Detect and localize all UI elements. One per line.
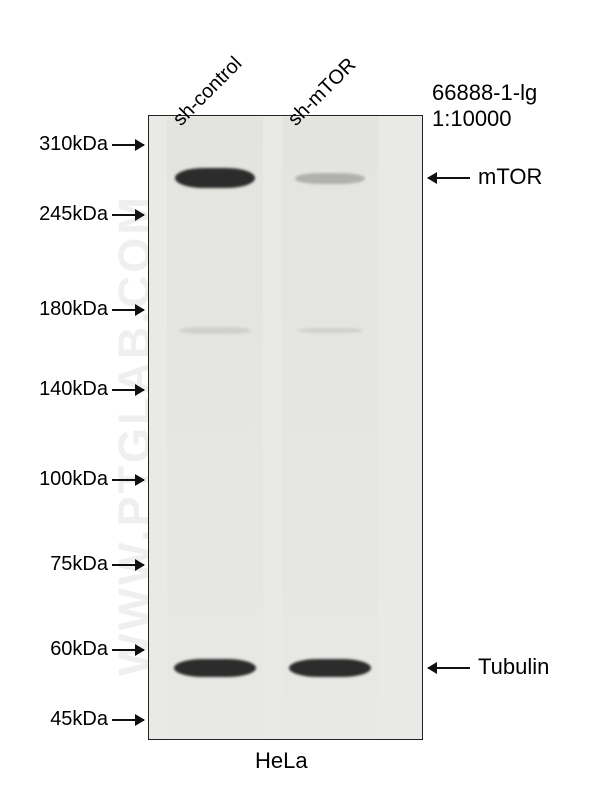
molecular-weight-label: 45kDa <box>0 708 108 731</box>
western-blot-band <box>298 328 363 333</box>
molecular-weight-label: 60kDa <box>0 638 108 661</box>
ladder-arrow-icon <box>112 649 144 651</box>
band-label: mTOR <box>478 164 542 190</box>
ladder-arrow-icon <box>112 479 144 481</box>
band-pointer-arrow-icon <box>428 177 470 179</box>
antibody-info: 66888-1-lg 1:10000 <box>432 80 537 133</box>
lane-texture <box>167 117 263 738</box>
ladder-arrow-icon <box>112 389 144 391</box>
western-blot-band <box>174 659 256 677</box>
ladder-arrow-icon <box>112 719 144 721</box>
molecular-weight-label: 100kDa <box>0 468 108 491</box>
antibody-cat-number: 66888-1-lg <box>432 80 537 106</box>
ladder-arrow-icon <box>112 214 144 216</box>
molecular-weight-label: 245kDa <box>0 203 108 226</box>
western-blot-band <box>179 327 251 334</box>
antibody-dilution: 1:10000 <box>432 106 537 132</box>
molecular-weight-label: 140kDa <box>0 378 108 401</box>
figure-container: WWW.PTGLAB.COM sh-controlsh-mTOR 66888-1… <box>0 0 600 800</box>
western-blot-band <box>289 659 371 677</box>
western-blot-band <box>295 173 365 184</box>
ladder-arrow-icon <box>112 309 144 311</box>
band-pointer-arrow-icon <box>428 667 470 669</box>
ladder-arrow-icon <box>112 564 144 566</box>
band-label: Tubulin <box>478 654 549 680</box>
lane-texture <box>282 117 378 738</box>
molecular-weight-label: 180kDa <box>0 298 108 321</box>
molecular-weight-label: 310kDa <box>0 133 108 156</box>
cell-line-label: HeLa <box>255 748 308 774</box>
ladder-arrow-icon <box>112 144 144 146</box>
western-blot-band <box>175 168 255 188</box>
molecular-weight-label: 75kDa <box>0 553 108 576</box>
